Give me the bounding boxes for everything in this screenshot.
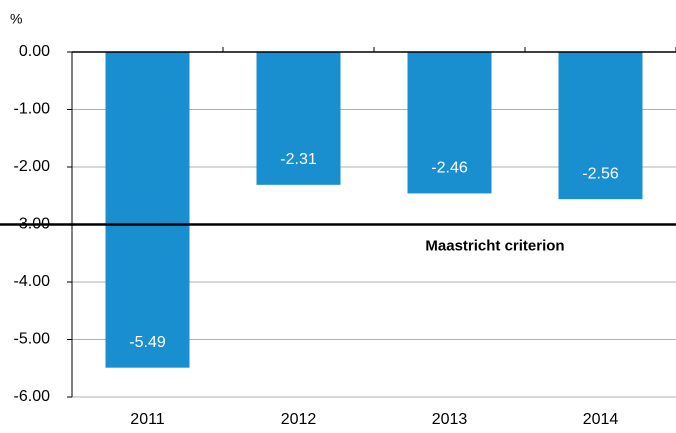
y-tick-label: -5.00 [14,331,51,348]
bar [558,52,643,200]
data-label: -2.31 [280,151,317,168]
y-tick-label: -6.00 [14,388,51,405]
y-tick-label: -4.00 [14,273,51,290]
data-label: -5.49 [129,334,166,351]
x-tick-label: 2011 [130,411,165,428]
bar [105,52,190,368]
x-tick-label: 2013 [432,411,468,428]
y-axis-label: % [10,11,22,27]
reference-label: Maastricht criterion [425,237,564,254]
bar [407,52,492,194]
y-tick-label: 0.00 [19,43,50,60]
x-tick-label: 2012 [281,411,317,428]
data-label: -2.46 [431,160,468,177]
bar [256,52,341,185]
y-tick-label: -1.00 [14,101,51,118]
x-tick-label: 2014 [583,411,619,428]
data-label: -2.56 [582,165,619,182]
y-tick-label: -2.00 [14,158,51,175]
